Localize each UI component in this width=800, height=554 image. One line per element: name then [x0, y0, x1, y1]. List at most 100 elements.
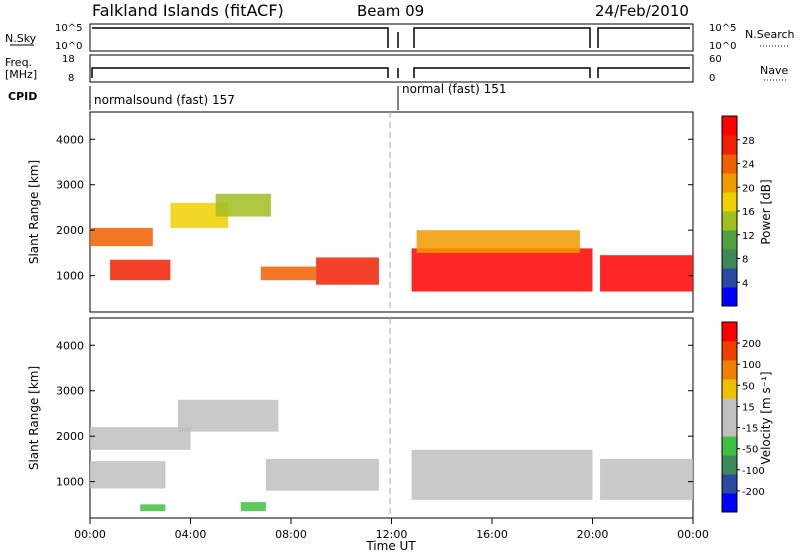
data-region-8	[416, 230, 580, 253]
date-title: 24/Feb/2010	[595, 2, 689, 20]
colorbar-tick-label: 8	[742, 255, 748, 266]
colorbar-swatch	[722, 398, 737, 418]
power-colorbar-label: Power [dB]	[759, 179, 773, 244]
colorbar-swatch	[722, 493, 737, 513]
velocity-panel: 1000 2000 3000 4000 Slant Range [km] 200 100…	[27, 317, 773, 553]
nsky-frame	[89, 23, 694, 52]
x-tick-label: 16:00	[476, 528, 508, 541]
nave-label: Nave	[760, 64, 788, 77]
data-region-7	[600, 255, 693, 292]
colorbar-tick-label: 4	[742, 278, 748, 289]
colorbar-tick-label: -15	[742, 424, 758, 435]
y-tick-label: 3000	[56, 179, 84, 192]
nsearch-label: N.Search	[745, 28, 795, 41]
nsearch-bottom-tick: 10^0	[709, 41, 736, 52]
freq-label-line1: Freq.	[5, 56, 32, 69]
data-region-1	[110, 259, 171, 281]
x-tick-label: 00:00	[74, 528, 106, 541]
power-panel: 1000 2000 3000 4000 Slant Range [km] 4 8 12 16…	[27, 111, 773, 313]
data-region-7	[140, 504, 166, 512]
colorbar-tick-label: 20	[742, 183, 755, 194]
power-regions	[90, 193, 693, 292]
y-tick-label: 3000	[56, 385, 84, 398]
colorbar-tick-label: -50	[742, 445, 758, 456]
freq-panel: Freq. [MHz] 18 8 60 0 Nave	[5, 54, 788, 84]
freq-trace	[91, 67, 690, 78]
data-region-5	[600, 458, 693, 500]
station-title: Falkland Islands (fitACF)	[92, 1, 284, 20]
time-x-axis: 00:00 04:00 08:00 12:00 16:00 20:00 00:00	[74, 518, 709, 541]
data-region-0	[90, 427, 191, 450]
colorbar-swatch	[722, 116, 737, 136]
colorbar-tick-label: 50	[742, 381, 755, 392]
colorbar-swatch	[722, 135, 737, 155]
colorbar-tick-label: -200	[742, 487, 765, 498]
colorbar-swatch	[722, 230, 737, 250]
power-colorbar: 4 8 12 16 20 24 28	[721, 115, 755, 307]
y-tick-label: 4000	[56, 133, 84, 146]
nsky-trace	[92, 27, 690, 48]
velocity-y-axis: 1000 2000 3000 4000	[56, 339, 693, 489]
velocity-colorbar-label: Velocity [m s⁻¹]	[759, 371, 773, 464]
data-region-6	[240, 502, 266, 512]
cpid-panel: CPID normalsound (fast) 157 normal (fast…	[8, 82, 506, 110]
power-y-axis: 1000 2000 3000 4000	[56, 133, 693, 283]
data-region-4	[260, 266, 317, 281]
nave-bottom-tick: 0	[709, 73, 715, 84]
colorbar-swatch	[722, 436, 737, 456]
colorbar-tick-label: 200	[742, 339, 761, 350]
data-region-3	[215, 193, 271, 217]
time-axis-label: Time UT	[365, 539, 416, 553]
nsky-panel: N.Sky 10^5 10^0 10^5 10^0 N.Search	[5, 23, 795, 52]
y-tick-label: 2000	[56, 224, 84, 237]
nave-top-tick: 60	[709, 54, 722, 65]
freq-label-line2: [MHz]	[5, 68, 37, 81]
colorbar-swatch	[722, 192, 737, 212]
nsearch-top-tick: 10^5	[709, 23, 736, 34]
colorbar-swatch	[722, 268, 737, 288]
colorbar-swatch	[722, 287, 737, 307]
colorbar-swatch	[722, 154, 737, 174]
data-region-1	[177, 399, 279, 432]
nsky-bottom-tick: 10^0	[55, 41, 82, 52]
power-y-axis-label: Slant Range [km]	[27, 160, 41, 264]
colorbar-frame	[721, 321, 738, 513]
cpid-label: CPID	[8, 90, 37, 103]
data-region-2	[90, 461, 166, 489]
data-region-6	[411, 248, 593, 292]
x-tick-label: 08:00	[275, 528, 307, 541]
velocity-y-axis-label: Slant Range [km]	[27, 366, 41, 470]
colorbar-swatch	[722, 249, 737, 269]
colorbar-swatch	[722, 379, 737, 399]
colorbar-swatch	[722, 173, 737, 193]
colorbar-swatch	[722, 341, 737, 361]
colorbar-tick-label: -100	[742, 466, 765, 477]
colorbar-swatch	[722, 360, 737, 380]
x-tick-label: 12:00	[376, 528, 408, 541]
colorbar-tick-label: 28	[742, 136, 755, 147]
colorbar-tick-label: 24	[742, 160, 755, 171]
colorbar-swatch	[722, 211, 737, 231]
beam-title: Beam 09	[357, 2, 424, 20]
freq-top-tick: 18	[62, 54, 75, 65]
colorbar-tick-label: 15	[742, 402, 755, 413]
y-tick-label: 1000	[56, 270, 84, 283]
data-region-0	[90, 227, 153, 247]
y-tick-label: 1000	[56, 476, 84, 489]
cpid-right-label: normal (fast) 151	[402, 82, 506, 96]
y-tick-label: 2000	[56, 430, 84, 443]
data-region-4	[411, 449, 593, 500]
data-region-5	[316, 257, 379, 285]
x-tick-label: 20:00	[577, 528, 609, 541]
colorbar-tick-label: 100	[742, 360, 761, 371]
colorbar-swatch	[722, 322, 737, 342]
velocity-regions	[90, 399, 693, 512]
colorbar-tick-label: 12	[742, 231, 755, 242]
freq-bottom-tick: 8	[68, 73, 74, 84]
colorbar-tick-label: 16	[742, 207, 755, 218]
data-region-3	[265, 458, 379, 491]
nsky-top-tick: 10^5	[55, 23, 82, 34]
freq-frame	[89, 54, 694, 83]
nsky-label: N.Sky	[5, 32, 37, 45]
